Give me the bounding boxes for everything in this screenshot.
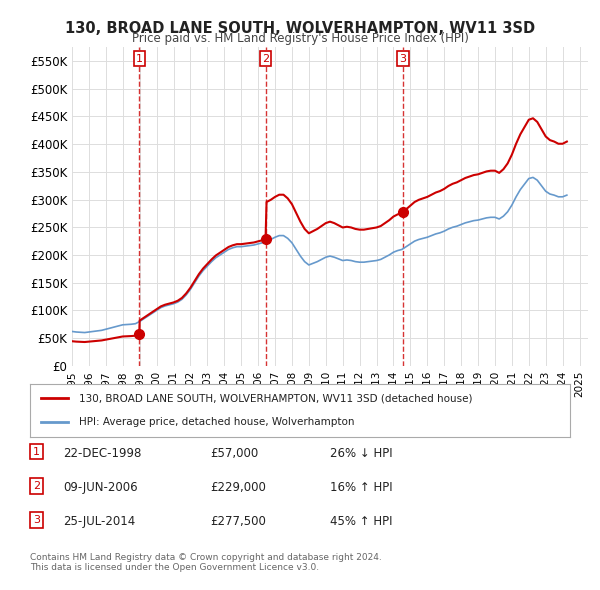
Text: 130, BROAD LANE SOUTH, WOLVERHAMPTON, WV11 3SD: 130, BROAD LANE SOUTH, WOLVERHAMPTON, WV…: [65, 21, 535, 35]
Text: 25-JUL-2014: 25-JUL-2014: [63, 515, 135, 528]
Text: Price paid vs. HM Land Registry's House Price Index (HPI): Price paid vs. HM Land Registry's House …: [131, 32, 469, 45]
Text: 1: 1: [33, 447, 40, 457]
Text: 1: 1: [136, 54, 143, 64]
Text: HPI: Average price, detached house, Wolverhampton: HPI: Average price, detached house, Wolv…: [79, 417, 354, 427]
Text: 45% ↑ HPI: 45% ↑ HPI: [330, 515, 392, 528]
Text: 3: 3: [33, 515, 40, 525]
Text: 2: 2: [262, 54, 269, 64]
Text: £277,500: £277,500: [210, 515, 266, 528]
Text: £229,000: £229,000: [210, 481, 266, 494]
Text: 2: 2: [33, 481, 40, 491]
Text: 22-DEC-1998: 22-DEC-1998: [63, 447, 142, 460]
Text: 16% ↑ HPI: 16% ↑ HPI: [330, 481, 392, 494]
Text: 3: 3: [400, 54, 406, 64]
Text: 26% ↓ HPI: 26% ↓ HPI: [330, 447, 392, 460]
Text: £57,000: £57,000: [210, 447, 258, 460]
Text: Contains HM Land Registry data © Crown copyright and database right 2024.
This d: Contains HM Land Registry data © Crown c…: [30, 553, 382, 572]
Text: 09-JUN-2006: 09-JUN-2006: [63, 481, 137, 494]
Text: 130, BROAD LANE SOUTH, WOLVERHAMPTON, WV11 3SD (detached house): 130, BROAD LANE SOUTH, WOLVERHAMPTON, WV…: [79, 394, 472, 404]
